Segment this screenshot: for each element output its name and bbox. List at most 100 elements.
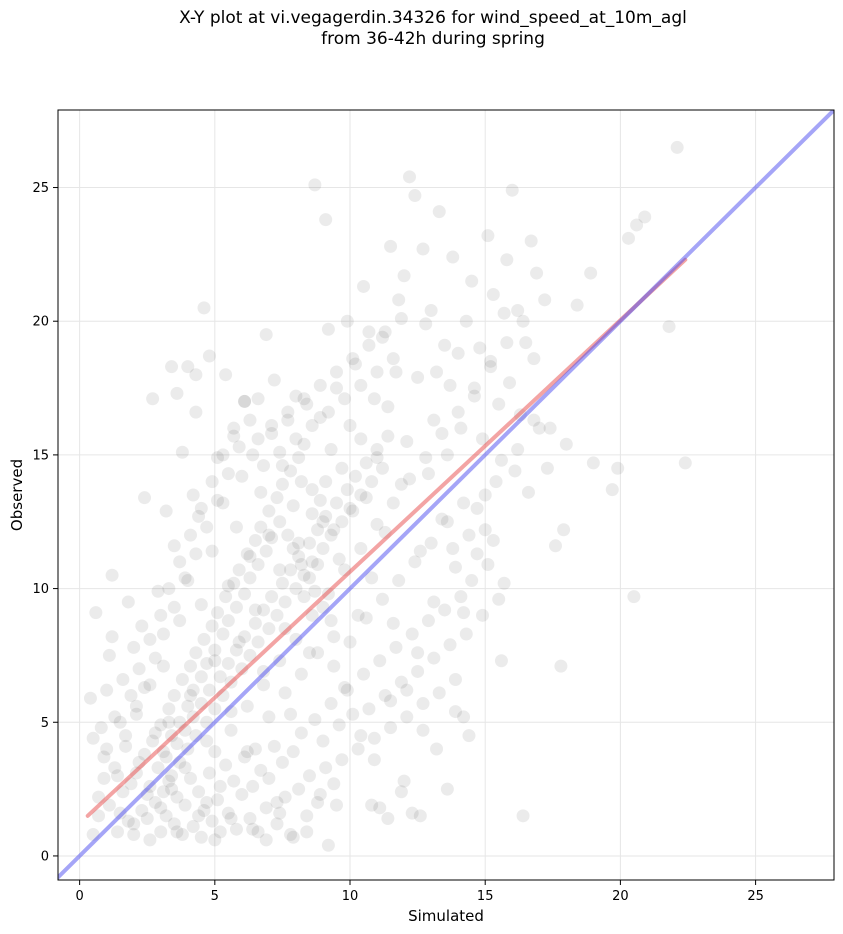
data-point — [457, 710, 471, 724]
data-point — [462, 729, 476, 743]
data-point — [270, 795, 284, 809]
data-point — [465, 574, 479, 588]
data-point — [302, 769, 316, 783]
data-point — [202, 766, 216, 780]
data-point — [549, 539, 563, 553]
data-point — [305, 483, 319, 497]
data-point — [194, 501, 208, 515]
data-point — [229, 600, 243, 614]
data-point — [224, 812, 238, 826]
data-point — [432, 205, 446, 219]
data-point — [497, 576, 511, 590]
data-point — [183, 528, 197, 542]
data-point — [219, 758, 233, 772]
data-point — [289, 432, 303, 446]
data-point — [235, 787, 249, 801]
data-point — [284, 464, 298, 478]
data-point — [470, 501, 484, 515]
data-point — [335, 461, 349, 475]
data-point — [476, 432, 490, 446]
data-point — [156, 785, 170, 799]
data-point — [270, 491, 284, 505]
data-point — [416, 242, 430, 256]
data-point — [170, 790, 184, 804]
data-point — [110, 825, 124, 839]
data-point — [178, 571, 192, 585]
data-point — [313, 787, 327, 801]
data-point — [216, 496, 230, 510]
data-point — [386, 352, 400, 366]
data-point — [335, 515, 349, 529]
data-point — [219, 590, 233, 604]
data-point — [311, 523, 325, 537]
data-point — [248, 742, 262, 756]
data-point — [584, 266, 598, 280]
data-point — [357, 667, 371, 681]
data-point — [197, 632, 211, 646]
data-point — [359, 491, 373, 505]
data-point — [221, 806, 235, 820]
data-point — [227, 429, 241, 443]
data-point — [511, 304, 525, 318]
data-point — [197, 301, 211, 315]
data-point — [100, 683, 114, 697]
data-point — [159, 750, 173, 764]
data-point — [316, 734, 330, 748]
data-point — [213, 670, 227, 684]
data-point — [446, 541, 460, 555]
data-point — [281, 528, 295, 542]
data-point — [300, 825, 314, 839]
data-point — [292, 782, 306, 796]
data-point — [381, 400, 395, 414]
data-point — [678, 456, 692, 470]
data-point — [221, 656, 235, 670]
data-point — [405, 806, 419, 820]
data-point — [183, 771, 197, 785]
regression-line — [85, 257, 688, 818]
data-point — [243, 648, 257, 662]
data-point — [167, 600, 181, 614]
data-point — [181, 360, 195, 374]
data-point — [424, 536, 438, 550]
data-point — [275, 459, 289, 473]
data-point — [451, 405, 465, 419]
data-point — [500, 336, 514, 350]
data-point — [173, 614, 187, 628]
data-point — [178, 761, 192, 775]
data-point — [300, 397, 314, 411]
data-point — [373, 654, 387, 668]
data-point — [386, 616, 400, 630]
data-point — [627, 590, 641, 604]
data-point — [346, 504, 360, 518]
data-point — [240, 745, 254, 759]
data-point — [351, 742, 365, 756]
data-point — [302, 536, 316, 550]
data-point — [311, 795, 325, 809]
data-point — [340, 483, 354, 497]
data-point — [162, 715, 176, 729]
data-point — [151, 584, 165, 598]
data-point — [105, 568, 119, 582]
data-point — [273, 563, 287, 577]
data-point — [394, 312, 408, 326]
data-point — [384, 721, 398, 735]
data-point — [100, 742, 114, 756]
data-point — [638, 210, 652, 224]
data-point — [232, 440, 246, 454]
data-point — [430, 365, 444, 379]
data-point — [543, 421, 557, 435]
data-point — [200, 520, 214, 534]
data-point — [332, 552, 346, 566]
data-point — [229, 520, 243, 534]
data-point — [538, 293, 552, 307]
data-point — [454, 590, 468, 604]
data-point — [494, 654, 508, 668]
y-tick-label: 10 — [32, 582, 49, 597]
data-point — [278, 622, 292, 636]
data-point — [321, 322, 335, 336]
data-point — [156, 659, 170, 673]
data-point — [397, 269, 411, 283]
data-point — [108, 761, 122, 775]
y-tick-label: 15 — [32, 448, 49, 463]
data-point — [435, 512, 449, 526]
